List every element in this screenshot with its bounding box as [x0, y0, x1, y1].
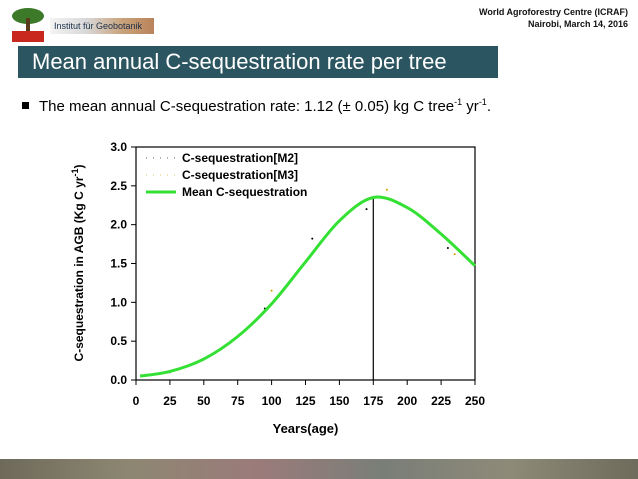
x-tick-label: 0	[133, 394, 140, 408]
x-tick-label: 50	[197, 394, 211, 408]
legend-label: C-sequestration[M2]	[182, 151, 298, 165]
bullet-sup-1: -1	[454, 97, 463, 107]
header-logos: Institut für Geobotanik	[8, 4, 158, 44]
series-point-m3	[453, 253, 456, 256]
decorative-footer-strip	[0, 459, 638, 479]
y-tick-label: 1.0	[110, 295, 127, 309]
x-tick-label: 225	[431, 394, 451, 408]
bullet-square-icon	[22, 101, 29, 109]
y-tick-label: 1.5	[110, 257, 127, 271]
y-tick-label: 2.5	[110, 179, 127, 193]
series-point-m2	[311, 237, 314, 240]
icraf-tree-logo-icon	[8, 4, 48, 44]
series-point-m2	[365, 208, 368, 211]
bullet-text: The mean annual C-sequestration rate: 1.…	[39, 98, 455, 115]
slide-title: Mean annual C-sequestration rate per tre…	[18, 46, 498, 78]
series-point-m2	[446, 246, 449, 249]
x-tick-label: 200	[397, 394, 417, 408]
x-tick-label: 125	[295, 394, 315, 408]
y-tick-label: 2.0	[110, 218, 127, 232]
series-point-m3	[270, 289, 273, 292]
bullet-mid: yr	[462, 98, 479, 115]
legend-label: Mean C-sequestration	[182, 185, 307, 199]
legend-label: C-sequestration[M3]	[182, 168, 298, 182]
bullet-end: .	[486, 98, 491, 115]
institute-logo-text: Institut für Geobotanik	[50, 18, 154, 34]
sequestration-chart: 0.0 0.5 1.0 1.5 2.0 2.5 3.0 0 25 50 75 100 125 150 175…	[110, 140, 485, 436]
x-tick-label: 25	[163, 394, 177, 408]
x-tick-label: 75	[231, 394, 245, 408]
series-point-m3	[385, 188, 388, 191]
x-tick-label: 150	[329, 394, 349, 408]
y-tick-label: 3.0	[110, 140, 127, 154]
event-date: Nairobi, March 14, 2016	[527, 19, 628, 29]
x-tick-label: 175	[363, 394, 383, 408]
x-axis-label: Years(age)	[273, 421, 339, 436]
bullet-sup-2: -1	[478, 97, 487, 107]
x-tick-label: 100	[262, 394, 282, 408]
header-org-info: World Agroforestry Centre (ICRAF) Nairob…	[479, 6, 628, 30]
series-line-mean	[139, 195, 477, 378]
y-tick-label: 0.0	[110, 373, 127, 387]
x-tick-label: 250	[465, 394, 485, 408]
bullet-point: The mean annual C-sequestration rate: 1.…	[22, 97, 491, 115]
y-tick-label: 0.5	[110, 334, 127, 348]
org-name: World Agroforestry Centre (ICRAF)	[478, 7, 628, 17]
